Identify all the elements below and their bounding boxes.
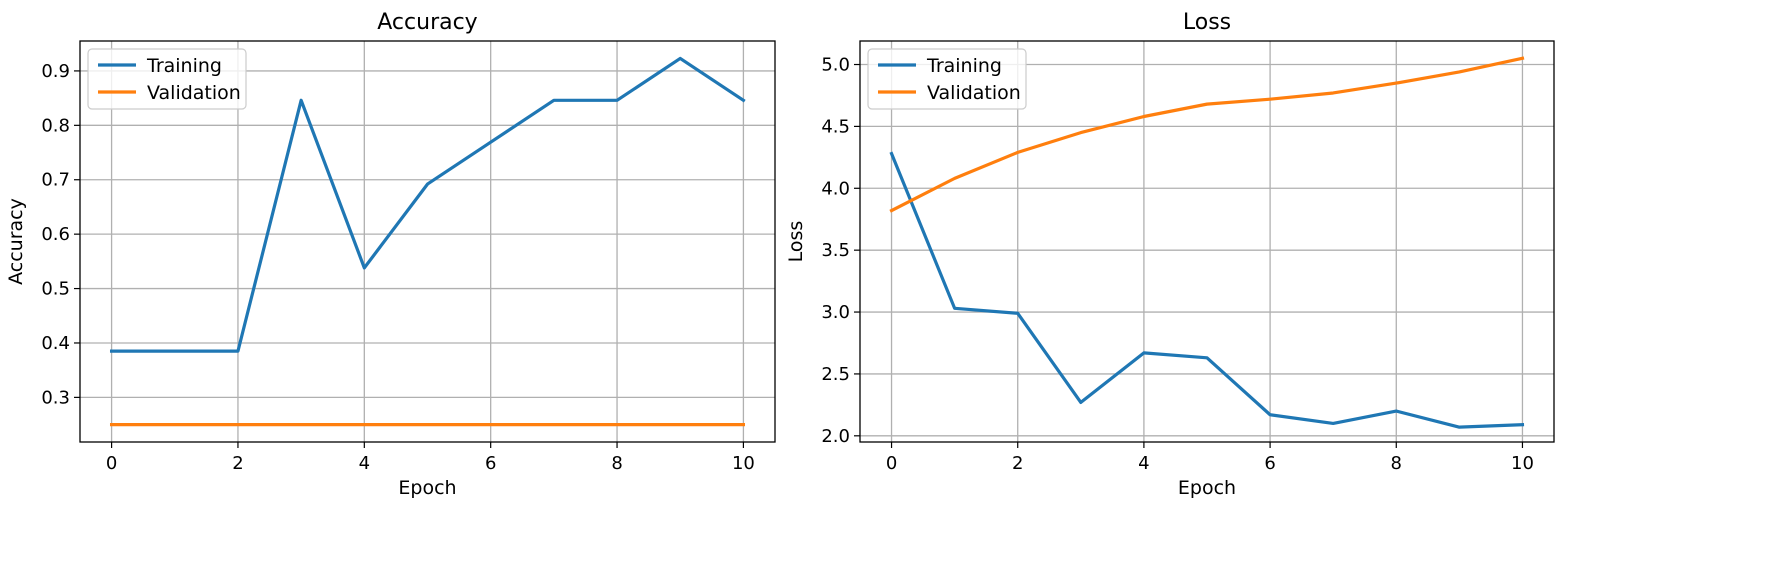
- loss-ticks: 0 2 4 6 8 10 2.0 2.5 3.0 3.5 4.0 4.5 5.0: [821, 55, 1534, 474]
- loss-legend: Training Validation: [867, 48, 1027, 110]
- accuracy-x-tick-label: 0: [106, 453, 117, 474]
- loss-y-tick-label: 4.0: [821, 178, 850, 199]
- loss-axes-frame: [859, 40, 1555, 443]
- loss-y-tick-label: 5.0: [821, 55, 850, 76]
- accuracy-y-axis-label: Accuracy: [5, 198, 27, 285]
- loss-y-tick-label: 3.0: [821, 302, 850, 323]
- accuracy-legend-label-training: Training: [146, 55, 222, 77]
- loss-grid: [860, 41, 1554, 442]
- accuracy-series-lines: [109, 56, 746, 427]
- accuracy-x-tick-label: 4: [359, 453, 370, 474]
- loss-y-axis-label: Loss: [785, 221, 807, 263]
- accuracy-y-tick-label: 0.7: [41, 170, 70, 191]
- loss-x-tick-label: 2: [1012, 453, 1023, 474]
- loss-chart: 0 2 4 6 8 102.02.53.03.54.04.55.0 Loss Epoch …: [785, 10, 1555, 499]
- accuracy-ticks: 0 2 4 6 8 10 0.3 0.4 0.5 0.6 0.7 0.8 0.9: [41, 61, 755, 474]
- loss-x-tick-label: 4: [1138, 453, 1149, 474]
- loss-series-lines: [889, 56, 1525, 429]
- accuracy-x-tick-label: 6: [485, 453, 496, 474]
- loss-x-tick-label: 8: [1391, 453, 1402, 474]
- loss-y-tick-label: 2.5: [821, 364, 850, 385]
- loss-legend-label-validation: Validation: [927, 82, 1021, 104]
- accuracy-series-training-line: [109, 56, 746, 353]
- accuracy-y-tick-label: 0.9: [41, 61, 70, 82]
- loss-x-axis-label: Epoch: [1178, 477, 1236, 499]
- accuracy-legend-label-validation: Validation: [147, 82, 241, 104]
- accuracy-legend: Training Validation: [87, 48, 247, 110]
- accuracy-y-tick-label: 0.5: [41, 279, 70, 300]
- accuracy-chart: 0 2 4 6 8 10 0.3 0.4 0.5 0.6 0.7 0.8 0.9 Accuracy Ep…: [5, 10, 776, 499]
- loss-y-tick-label: 2.0: [821, 426, 850, 447]
- accuracy-x-axis-label: Epoch: [398, 477, 456, 499]
- accuracy-x-tick-label: 2: [232, 453, 243, 474]
- loss-y-tick-label: 3.5: [821, 240, 850, 261]
- accuracy-y-tick-label: 0.6: [41, 224, 70, 245]
- accuracy-y-tick-label: 0.4: [41, 333, 70, 354]
- accuracy-x-tick-label: 8: [611, 453, 622, 474]
- accuracy-grid: [80, 41, 775, 442]
- loss-y-tick-label: 4.5: [821, 116, 850, 137]
- accuracy-x-tick-label: 10: [732, 453, 755, 474]
- loss-x-tick-label: 10: [1511, 453, 1534, 474]
- loss-x-tick-label: 6: [1264, 453, 1275, 474]
- accuracy-y-tick-label: 0.8: [41, 115, 70, 136]
- loss-legend-label-training: Training: [926, 55, 1002, 77]
- loss-x-tick-label: 0: [886, 453, 897, 474]
- loss-title: Loss: [1183, 10, 1231, 35]
- loss-series-training-line: [889, 151, 1525, 429]
- loss-series-validation-line: [889, 56, 1525, 213]
- accuracy-y-tick-label: 0.3: [41, 387, 70, 408]
- accuracy-axes-frame: [79, 40, 776, 443]
- accuracy-title: Accuracy: [377, 10, 477, 35]
